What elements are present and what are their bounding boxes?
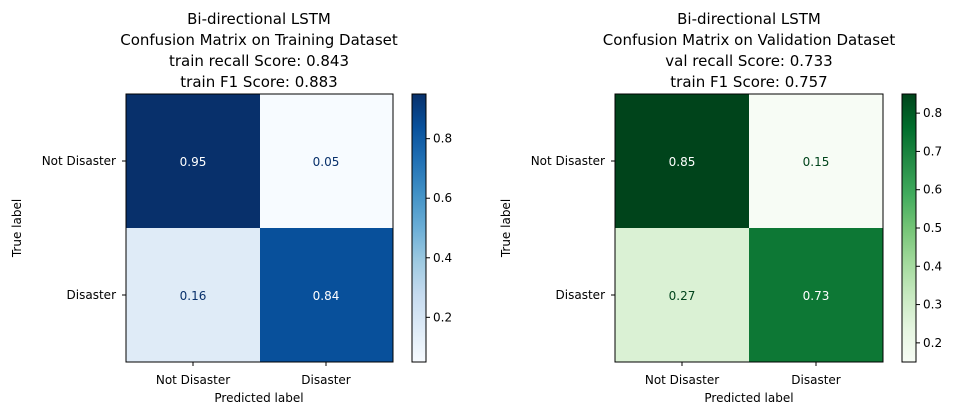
x-axis-label: Predicted label [704,391,793,405]
chart-title-line: Bi-directional LSTM [187,10,331,28]
chart-title-line: Confusion Matrix on Validation Dataset [603,31,896,49]
heatmap-cell [749,94,883,228]
heatmap-cell [260,94,393,228]
colorbar-tick-label: 0.3 [923,298,942,312]
y-axis-label: True label [499,199,513,258]
cell-value-label: 0.85 [669,155,696,169]
colorbar-tick-label: 0.2 [923,336,942,350]
colorbar-tick-label: 0.2 [433,310,452,324]
x-tick-label: Disaster [791,373,841,387]
colorbar-tick-label: 0.6 [433,191,452,205]
colorbar-tick-label: 0.4 [923,259,942,273]
heatmap-cell [615,228,749,362]
y-tick-label: Not Disaster [531,154,605,168]
colorbar-tick-label: 0.7 [923,144,942,158]
cell-value-label: 0.73 [803,289,830,303]
chart-title-line: train recall Score: 0.843 [169,52,349,70]
y-tick-label: Disaster [556,288,606,302]
heatmap-cell [260,228,393,362]
y-axis-label: True label [10,199,24,258]
colorbar: 0.2 0.3 0.4 0.5 0.6 0.7 0.8 [901,93,942,363]
heatmap-cell [749,228,883,362]
cell-value-label: 0.05 [313,155,340,169]
cell-value-label: 0.84 [313,289,340,303]
cell-value-label: 0.95 [180,155,207,169]
colorbar-tick-label: 0.6 [923,183,942,197]
colorbar-tick-label: 0.4 [433,251,452,265]
cell-value-label: 0.16 [180,289,207,303]
chart-title-line: Bi-directional LSTM [677,10,821,28]
colorbar-tick-label: 0.5 [923,221,942,235]
x-axis-label: Predicted label [214,391,303,405]
y-tick-label: Disaster [67,288,117,302]
colorbar-tick-label: 0.8 [923,106,942,120]
heatmap-cell [126,94,260,228]
x-tick-label: Disaster [301,373,351,387]
chart-training: Bi-directional LSTM Confusion Matrix on … [10,10,452,405]
chart-title-line: train F1 Score: 0.757 [670,73,827,91]
colorbar-tick-label: 0.8 [433,132,452,146]
heatmap-cell [126,228,260,362]
chart-title-line: train F1 Score: 0.883 [180,73,337,91]
chart-validation: Bi-directional LSTM Confusion Matrix on … [499,10,942,405]
heatmap-cell [615,94,749,228]
y-tick-label: Not Disaster [42,154,116,168]
cell-value-label: 0.15 [803,155,830,169]
cell-value-label: 0.27 [669,289,696,303]
plot-frame [614,93,884,363]
colorbar: 0.2 0.4 0.6 0.8 [411,93,452,363]
chart-title-line: Confusion Matrix on Training Dataset [120,31,398,49]
colorbar-gradient [411,93,427,363]
plot-frame [125,93,394,363]
x-tick-label: Not Disaster [645,373,719,387]
x-tick-label: Not Disaster [156,373,230,387]
colorbar-gradient [901,93,917,363]
chart-title-line: val recall Score: 0.733 [665,52,832,70]
